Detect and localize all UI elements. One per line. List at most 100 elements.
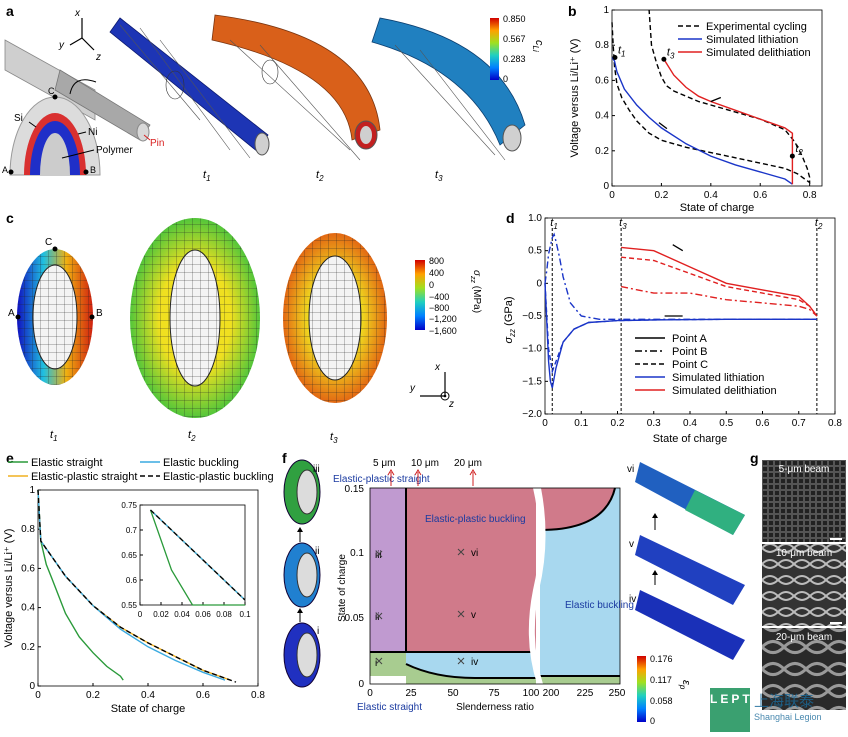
d-ytick-label: −1.5 bbox=[522, 376, 542, 387]
e-series-2 bbox=[37, 489, 226, 681]
svg-text:Polymer: Polymer bbox=[96, 145, 133, 156]
e-inset: 0 0.02 0.04 0.06 0.08 0.1 0.55 0.6 0.65 0.7 0.75 bbox=[121, 501, 251, 619]
d-legend-label-1: Point B bbox=[672, 346, 707, 358]
svg-text:B: B bbox=[90, 165, 96, 175]
svg-text:y: y bbox=[409, 383, 416, 394]
svg-text:iv: iv bbox=[471, 657, 478, 668]
b-marker-label-1: t3 bbox=[667, 46, 675, 60]
colorbar-f bbox=[637, 656, 646, 722]
sem-20um bbox=[762, 628, 846, 710]
svg-text:0.117: 0.117 bbox=[650, 675, 672, 685]
svg-text:0.176: 0.176 bbox=[650, 654, 673, 664]
svg-text:800: 800 bbox=[429, 256, 444, 266]
d-xtick-label: 0.5 bbox=[719, 418, 733, 429]
svg-text:0.567: 0.567 bbox=[503, 34, 526, 44]
d-xtick-label: 0.3 bbox=[647, 418, 661, 429]
svg-text:50: 50 bbox=[447, 688, 459, 699]
panel-d-letter: d bbox=[506, 210, 515, 226]
colorbar-c bbox=[415, 260, 425, 330]
svg-text:75: 75 bbox=[488, 688, 500, 699]
b-ytick-label: 0.2 bbox=[595, 146, 609, 157]
time-label-t2: t2 bbox=[316, 169, 324, 183]
svg-text:C: C bbox=[45, 237, 52, 248]
e-ytick-label: 1 bbox=[29, 485, 35, 496]
cross-section: C A B Si Ni Polymer Pin bbox=[2, 86, 164, 176]
e-ytick-label: 0.2 bbox=[21, 642, 35, 653]
e-inset-xtick-label: 0.08 bbox=[216, 610, 232, 619]
svg-text:−1,600: −1,600 bbox=[429, 326, 457, 336]
axes-triad-c: x y z bbox=[409, 362, 454, 410]
svg-text:A: A bbox=[2, 165, 8, 175]
b-marker-2 bbox=[789, 153, 795, 159]
watermark-text: 上海联泰 bbox=[754, 693, 815, 710]
svg-text:vi: vi bbox=[471, 548, 478, 559]
b-legend-label-2: Simulated delithiation bbox=[706, 47, 811, 59]
b-xlabel: State of charge bbox=[680, 202, 755, 214]
beam-t2 bbox=[211, 14, 381, 161]
d-ytick-label: −1.0 bbox=[522, 344, 542, 355]
stage-beams-right: vi v iv bbox=[627, 462, 745, 660]
b-ytick-label: 1 bbox=[603, 5, 609, 16]
svg-text:−400: −400 bbox=[429, 292, 449, 302]
e-legend-label-0: Elastic straight bbox=[31, 457, 103, 469]
b-xtick-label: 0.8 bbox=[803, 190, 817, 201]
svg-text:vi: vi bbox=[627, 464, 634, 475]
sem-5um bbox=[762, 460, 846, 542]
svg-text:25: 25 bbox=[405, 688, 417, 699]
d-arrow-delith bbox=[672, 244, 684, 252]
e-series-3 bbox=[37, 489, 237, 683]
section-t3 bbox=[283, 233, 387, 403]
svg-text:Elastic straight: Elastic straight bbox=[357, 702, 422, 713]
panel-a-figure: x y z C A B Si Ni Polymer Pin bbox=[2, 8, 545, 183]
svg-text:0.058: 0.058 bbox=[650, 696, 673, 706]
time-label-t1: t1 bbox=[203, 169, 211, 183]
b-ytick-label: 0.6 bbox=[595, 75, 609, 86]
b-marker-1 bbox=[661, 56, 667, 62]
e-inset-series-3 bbox=[150, 509, 246, 601]
colorbar-f-title: εp bbox=[678, 680, 692, 690]
d-lith-B bbox=[544, 232, 817, 320]
svg-text:0.283: 0.283 bbox=[503, 54, 526, 64]
svg-text:B: B bbox=[96, 308, 103, 319]
d-time-label-1: t3 bbox=[619, 217, 627, 231]
svg-text:20-μm beam: 20-μm beam bbox=[776, 632, 832, 643]
d-time-label-2: t2 bbox=[815, 217, 823, 231]
b-xtick-label: 0 bbox=[609, 190, 615, 201]
b-plot-frame bbox=[611, 9, 823, 187]
panel-g-figure: 5-μm beam 10-μm beam 20-μm beam bbox=[762, 460, 846, 710]
panel-d-chart: 0 0.1 0.2 0.3 0.4 0.5 0.6 0.7 0.8 −2.0 −1.5 −1.0 −0.… bbox=[503, 213, 842, 445]
watermark-subtext: Shanghai Legion bbox=[754, 712, 822, 722]
svg-text:200: 200 bbox=[543, 688, 560, 699]
e-inset-xtick-label: 0.06 bbox=[195, 610, 211, 619]
b-ytick-label: 0.8 bbox=[595, 40, 609, 51]
e-xtick-label: 0.8 bbox=[251, 690, 265, 701]
svg-text:y: y bbox=[58, 40, 65, 51]
d-xtick-label: 0.4 bbox=[683, 418, 697, 429]
svg-text:5-μm beam: 5-μm beam bbox=[779, 464, 830, 475]
d-legend-label-2: Point C bbox=[672, 359, 708, 371]
c-time-t1: t1 bbox=[50, 429, 58, 443]
panel-c-figure: C A B t1 t2 t3 800 400 0 −400 −800 −1,20… bbox=[8, 218, 482, 445]
svg-text:100: 100 bbox=[523, 688, 540, 699]
svg-text:x: x bbox=[434, 362, 441, 373]
svg-text:5 μm: 5 μm bbox=[373, 458, 395, 469]
svg-text:0.850: 0.850 bbox=[503, 14, 526, 24]
panel-f-figure: iii ii i i ii iii iv v vi bbox=[283, 458, 745, 726]
b-ytick-label: 0 bbox=[603, 181, 609, 192]
svg-text:225: 225 bbox=[577, 688, 594, 699]
beam-t1 bbox=[109, 17, 279, 159]
stage-beams-left: iii ii i bbox=[283, 459, 321, 688]
b-xtick-label: 0.4 bbox=[704, 190, 718, 201]
e-series-1 bbox=[37, 489, 231, 681]
b-xtick-label: 0.6 bbox=[753, 190, 767, 201]
d-xtick-label: 0.2 bbox=[611, 418, 625, 429]
svg-text:z: z bbox=[448, 399, 454, 410]
d-ytick-label: 0.5 bbox=[528, 246, 542, 257]
colorbar-a-title: cLi bbox=[531, 40, 545, 52]
b-xtick-label: 0.2 bbox=[654, 190, 668, 201]
d-legend-label-4: Simulated delithiation bbox=[672, 385, 777, 397]
e-ytick-label: 0.6 bbox=[21, 563, 35, 574]
e-series-0 bbox=[37, 489, 124, 681]
b-ylabel: Voltage versus Li/Li⁺ (V) bbox=[569, 39, 581, 158]
d-delith-C bbox=[621, 256, 818, 317]
